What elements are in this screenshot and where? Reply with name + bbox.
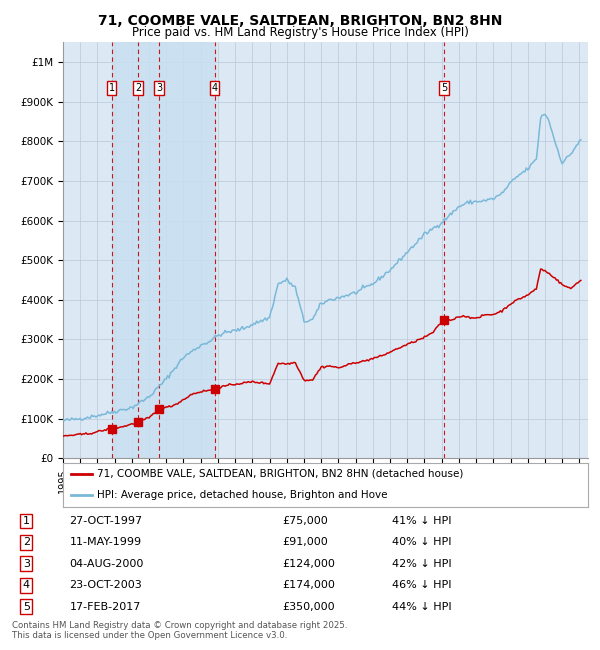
- Text: 71, COOMBE VALE, SALTDEAN, BRIGHTON, BN2 8HN: 71, COOMBE VALE, SALTDEAN, BRIGHTON, BN2…: [98, 14, 502, 29]
- Text: Price paid vs. HM Land Registry's House Price Index (HPI): Price paid vs. HM Land Registry's House …: [131, 26, 469, 39]
- Text: 5: 5: [441, 83, 447, 93]
- Text: £124,000: £124,000: [283, 559, 335, 569]
- Text: 41% ↓ HPI: 41% ↓ HPI: [392, 516, 452, 526]
- Text: Contains HM Land Registry data © Crown copyright and database right 2025.
This d: Contains HM Land Registry data © Crown c…: [12, 621, 347, 640]
- Text: 42% ↓ HPI: 42% ↓ HPI: [392, 559, 452, 569]
- Text: 17-FEB-2017: 17-FEB-2017: [70, 602, 141, 612]
- Text: 2: 2: [135, 83, 141, 93]
- Bar: [112, 42, 215, 458]
- Text: 2: 2: [23, 538, 30, 547]
- Text: 71, COOMBE VALE, SALTDEAN, BRIGHTON, BN2 8HN (detached house): 71, COOMBE VALE, SALTDEAN, BRIGHTON, BN2…: [97, 469, 464, 479]
- Text: 1: 1: [109, 83, 115, 93]
- Text: HPI: Average price, detached house, Brighton and Hove: HPI: Average price, detached house, Brig…: [97, 489, 388, 500]
- Text: 11-MAY-1999: 11-MAY-1999: [70, 538, 142, 547]
- Text: £75,000: £75,000: [283, 516, 328, 526]
- Text: 5: 5: [23, 602, 30, 612]
- Text: 27-OCT-1997: 27-OCT-1997: [70, 516, 143, 526]
- Text: 3: 3: [23, 559, 30, 569]
- Text: 04-AUG-2000: 04-AUG-2000: [70, 559, 144, 569]
- Text: 23-OCT-2003: 23-OCT-2003: [70, 580, 142, 590]
- Text: 44% ↓ HPI: 44% ↓ HPI: [392, 602, 452, 612]
- Text: £91,000: £91,000: [283, 538, 328, 547]
- Text: 40% ↓ HPI: 40% ↓ HPI: [392, 538, 452, 547]
- Text: 4: 4: [23, 580, 30, 590]
- Text: 3: 3: [156, 83, 162, 93]
- Text: 4: 4: [212, 83, 218, 93]
- Text: £174,000: £174,000: [283, 580, 335, 590]
- Text: 1: 1: [23, 516, 30, 526]
- Text: 46% ↓ HPI: 46% ↓ HPI: [392, 580, 452, 590]
- Text: £350,000: £350,000: [283, 602, 335, 612]
